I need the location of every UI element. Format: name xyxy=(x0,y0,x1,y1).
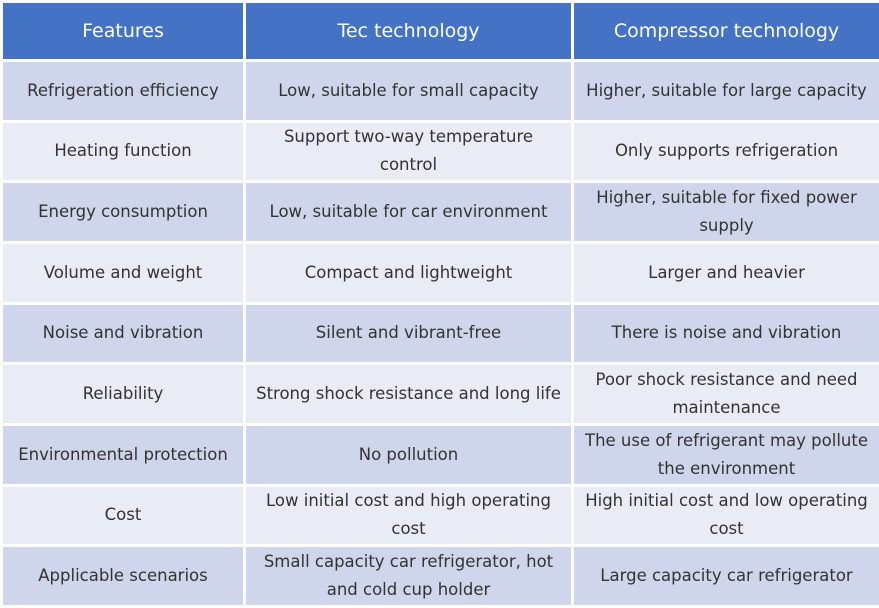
tec-cell: Compact and lightweight xyxy=(243,240,574,305)
table-row: Noise and vibration Silent and vibrant-f… xyxy=(0,301,879,366)
feature-cell: Heating function xyxy=(0,119,246,184)
compressor-cell: The use of refrigerant may pollute the e… xyxy=(571,422,879,487)
compressor-cell: Large capacity car refrigerator xyxy=(571,544,879,608)
table-row: Cost Low initial cost and high operating… xyxy=(0,483,879,548)
header-row: Features Tec technology Compressor techn… xyxy=(0,0,879,62)
feature-cell: Volume and weight xyxy=(0,240,246,305)
table-row: Heating function Support two-way tempera… xyxy=(0,119,879,184)
feature-cell: Energy consumption xyxy=(0,180,246,244)
compressor-cell: Higher, suitable for fixed power supply xyxy=(571,180,879,244)
compressor-cell: High initial cost and low operating cost xyxy=(571,483,879,548)
feature-cell: Environmental protection xyxy=(0,422,246,487)
table-row: Energy consumption Low, suitable for car… xyxy=(0,180,879,244)
table-row: Volume and weight Compact and lightweigh… xyxy=(0,240,879,305)
compressor-cell: Higher, suitable for large capacity xyxy=(571,59,879,123)
feature-cell: Reliability xyxy=(0,362,246,426)
table-body: Refrigeration efficiency Low, suitable f… xyxy=(0,59,879,608)
compressor-cell: Larger and heavier xyxy=(571,240,879,305)
tec-cell: Strong shock resistance and long life xyxy=(243,362,574,426)
compressor-cell: Only supports refrigeration xyxy=(571,119,879,184)
table-row: Environmental protection No pollution Th… xyxy=(0,422,879,487)
table-row: Applicable scenarios Small capacity car … xyxy=(0,544,879,608)
feature-cell: Cost xyxy=(0,483,246,548)
header-tec-technology: Tec technology xyxy=(243,0,574,62)
table-row: Reliability Strong shock resistance and … xyxy=(0,362,879,426)
table-row: Refrigeration efficiency Low, suitable f… xyxy=(0,59,879,123)
compressor-cell: There is noise and vibration xyxy=(571,301,879,366)
tec-cell: Low, suitable for small capacity xyxy=(243,59,574,123)
tec-cell: Support two-way temperature control xyxy=(243,119,574,184)
tec-cell: Low, suitable for car environment xyxy=(243,180,574,244)
tec-cell: Silent and vibrant-free xyxy=(243,301,574,366)
feature-cell: Refrigeration efficiency xyxy=(0,59,246,123)
table-header: Features Tec technology Compressor techn… xyxy=(0,0,879,62)
tec-cell: Low initial cost and high operating cost xyxy=(243,483,574,548)
tec-cell: Small capacity car refrigerator, hot and… xyxy=(243,544,574,608)
compressor-cell: Poor shock resistance and need maintenan… xyxy=(571,362,879,426)
header-compressor-technology: Compressor technology xyxy=(571,0,879,62)
feature-cell: Noise and vibration xyxy=(0,301,246,366)
tec-cell: No pollution xyxy=(243,422,574,487)
feature-cell: Applicable scenarios xyxy=(0,544,246,608)
header-features: Features xyxy=(0,0,246,62)
